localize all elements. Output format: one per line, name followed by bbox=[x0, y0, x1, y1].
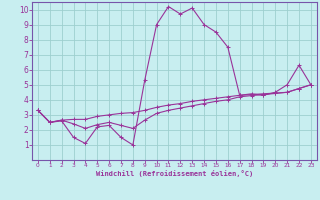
X-axis label: Windchill (Refroidissement éolien,°C): Windchill (Refroidissement éolien,°C) bbox=[96, 170, 253, 177]
